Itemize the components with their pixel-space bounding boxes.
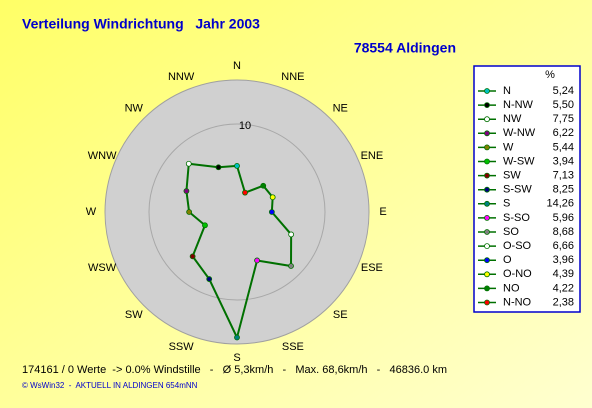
legend-value: 4,22 xyxy=(553,282,574,294)
legend-marker xyxy=(484,214,490,221)
legend-label: W-SW xyxy=(503,155,535,167)
legend-label: W-NW xyxy=(503,127,536,139)
legend-marker xyxy=(484,116,490,123)
legend-marker xyxy=(484,102,490,108)
legend-header: % xyxy=(545,69,555,81)
legend-value: 14,26 xyxy=(546,198,574,210)
legend-value: 5,44 xyxy=(553,141,574,153)
direction-label: NW xyxy=(125,103,144,115)
legend-label: SO xyxy=(503,226,519,238)
legend-value: 3,96 xyxy=(553,254,574,266)
footer: 174161 / 0 Werte -> 0.0% Windstille - Ø … xyxy=(22,364,447,376)
direction-label: ENE xyxy=(361,150,384,162)
legend-label: O-NO xyxy=(503,268,532,280)
legend-label: W xyxy=(503,141,514,153)
legend-marker xyxy=(484,299,490,306)
direction-label: E xyxy=(379,206,386,218)
chart-title: Verteilung Windrichtung Jahr 2003 xyxy=(22,16,260,32)
wind-marker xyxy=(202,222,208,229)
direction-label: WSW xyxy=(88,262,117,274)
wind-marker xyxy=(215,164,222,171)
direction-label: ESE xyxy=(361,262,383,274)
wind-marker xyxy=(234,162,240,169)
wind-marker xyxy=(254,257,260,264)
credit: © WsWin32 - AKTUELL IN ALDINGEN 654mNN xyxy=(22,381,198,390)
legend-marker xyxy=(484,285,490,292)
wind-marker xyxy=(260,182,267,189)
legend-label: N-NO xyxy=(503,296,532,308)
legend-marker xyxy=(484,229,490,235)
wind-marker xyxy=(186,209,193,215)
legend-label: N xyxy=(503,85,511,97)
legend-label: S xyxy=(503,198,510,210)
direction-label: NNE xyxy=(281,71,304,83)
legend-label: NO xyxy=(503,282,520,294)
legend-value: 5,50 xyxy=(553,99,574,111)
direction-label: S xyxy=(233,352,240,364)
legend-marker xyxy=(484,243,490,250)
legend-value: 6,22 xyxy=(553,127,574,139)
legend-value: 8,68 xyxy=(553,226,574,238)
grid-ring xyxy=(148,123,326,301)
wind-marker xyxy=(183,188,190,194)
legend-label: O-SO xyxy=(503,240,532,252)
legend-label: NW xyxy=(503,113,522,125)
legend-marker xyxy=(484,200,490,207)
wind-marker xyxy=(288,231,295,238)
wind-marker xyxy=(269,194,276,201)
r-tick-label: 10 xyxy=(239,120,251,132)
legend-label: N-NW xyxy=(503,99,534,111)
direction-label: N xyxy=(233,60,241,72)
legend-marker xyxy=(484,186,490,193)
direction-label: SSE xyxy=(282,341,304,353)
wind-marker xyxy=(288,263,294,269)
legend-label: S-SO xyxy=(503,212,530,224)
legend-value: 4,39 xyxy=(553,268,574,280)
chart-subtitle: 78554 Aldingen xyxy=(354,40,456,56)
legend-marker xyxy=(484,271,490,278)
legend-label: O xyxy=(503,254,512,266)
wind-marker xyxy=(206,276,213,282)
wind-marker xyxy=(234,334,240,341)
direction-label: WNW xyxy=(88,150,117,162)
legend-value: 8,25 xyxy=(553,184,574,196)
legend-marker xyxy=(484,144,490,151)
legend-value: 5,96 xyxy=(553,212,574,224)
wind-marker xyxy=(242,189,248,196)
legend-value: 3,94 xyxy=(553,155,574,167)
wind-marker xyxy=(189,253,196,260)
legend-value: 7,13 xyxy=(553,170,574,182)
wind-marker xyxy=(268,209,275,215)
legend-marker xyxy=(484,257,490,264)
direction-label: SSW xyxy=(169,341,195,353)
polar-disk xyxy=(104,79,370,345)
direction-label: NNW xyxy=(168,71,195,83)
direction-label: SW xyxy=(125,309,143,321)
legend-marker xyxy=(484,158,490,165)
direction-label: W xyxy=(86,206,97,218)
legend-value: 7,75 xyxy=(553,113,574,125)
legend-marker xyxy=(484,130,490,137)
direction-label: NE xyxy=(333,103,348,115)
legend-label: S-SW xyxy=(503,184,532,196)
wind-marker xyxy=(185,160,192,167)
legend-marker xyxy=(484,172,490,179)
legend-value: 2,38 xyxy=(553,296,574,308)
legend-label: SW xyxy=(503,170,521,182)
direction-label: SE xyxy=(333,309,348,321)
legend-value: 6,66 xyxy=(553,240,574,252)
legend-value: 5,24 xyxy=(553,85,574,97)
legend-marker xyxy=(484,88,490,94)
